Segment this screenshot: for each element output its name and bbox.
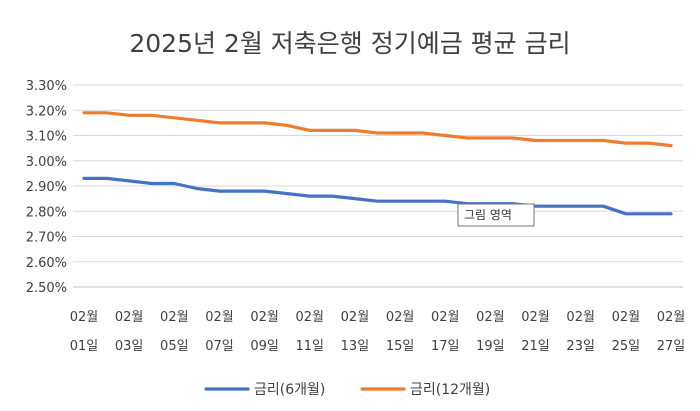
x-tick-label-month: 02월 [386, 310, 415, 325]
x-tick-label-day: 15일 [386, 339, 415, 354]
x-tick-label-day: 19일 [476, 339, 505, 354]
x-tick-label-month: 02월 [476, 310, 505, 325]
y-tick-label: 2.50% [26, 281, 67, 296]
x-tick-label-day: 27일 [657, 339, 686, 354]
x-tick-label-month: 02월 [250, 310, 279, 325]
y-tick-label: 2.80% [26, 205, 67, 220]
legend-item-1[interactable]: 금리(6개월) [204, 382, 325, 398]
x-tick-label-day: 09일 [250, 339, 279, 354]
y-tick-label: 3.00% [26, 155, 67, 170]
y-tick-label: 2.90% [26, 180, 67, 195]
x-tick-label-month: 02월 [341, 310, 370, 325]
x-tick-label-day: 21일 [521, 339, 550, 354]
series-lines [82, 111, 673, 216]
x-tick-label-month: 02월 [612, 310, 641, 325]
legend-item-2[interactable]: 금리(12개월) [360, 382, 490, 398]
x-tick-label-month: 02월 [657, 310, 686, 325]
x-tick-label-month: 02월 [521, 310, 550, 325]
x-tick-label-day: 13일 [341, 339, 370, 354]
series-line-1 [82, 176, 673, 216]
x-tick-label-day: 07일 [205, 339, 234, 354]
x-tick-label-month: 02월 [70, 310, 99, 325]
x-tick-label-month: 02월 [296, 310, 325, 325]
plot-area-tooltip: 그림 영역 [457, 203, 535, 227]
x-tick-label-day: 05일 [160, 339, 189, 354]
y-tick-label: 2.70% [26, 231, 67, 246]
x-tick-label-month: 02월 [115, 310, 144, 325]
y-tick-label: 3.20% [26, 104, 67, 119]
x-tick-label-month: 02월 [205, 310, 234, 325]
x-tick-label-day: 17일 [431, 339, 460, 354]
y-tick-label: 3.30% [26, 79, 67, 94]
chart-title: 2025년 2월 저축은행 정기예금 평균 금리 [129, 29, 570, 58]
y-tick-label: 3.10% [26, 130, 67, 145]
series-line-2 [82, 111, 673, 148]
x-tick-label-day: 01일 [70, 339, 99, 354]
legend[interactable]: 금리(6개월) 금리(12개월) [204, 382, 490, 398]
x-tick-label-day: 11일 [296, 339, 325, 354]
tooltip-box [457, 203, 535, 227]
y-tick-label: 2.60% [26, 256, 67, 271]
x-tick-label-day: 25일 [612, 339, 641, 354]
x-tick-label-month: 02월 [160, 310, 189, 325]
x-tick-label-day: 03일 [115, 339, 144, 354]
y-axis-ticks: 2.50% 2.60% 2.70% 2.80% 2.90% 3.00% 3.10% 3.20%… [26, 79, 67, 296]
x-tick-label-month: 02월 [566, 310, 595, 325]
legend-label: 금리(6개월) [254, 382, 325, 398]
x-tick-label-day: 23일 [566, 339, 595, 354]
x-tick-label-month: 02월 [431, 310, 460, 325]
gridlines [73, 84, 683, 288]
x-axis-ticks: 02월 01일 02월 03일 02월 05일 02월 07일 02월 09일 02월 11일 02월 1… [70, 310, 686, 354]
tooltip-label: 그림 영역 [464, 208, 512, 222]
legend-label: 금리(12개월) [410, 382, 490, 398]
